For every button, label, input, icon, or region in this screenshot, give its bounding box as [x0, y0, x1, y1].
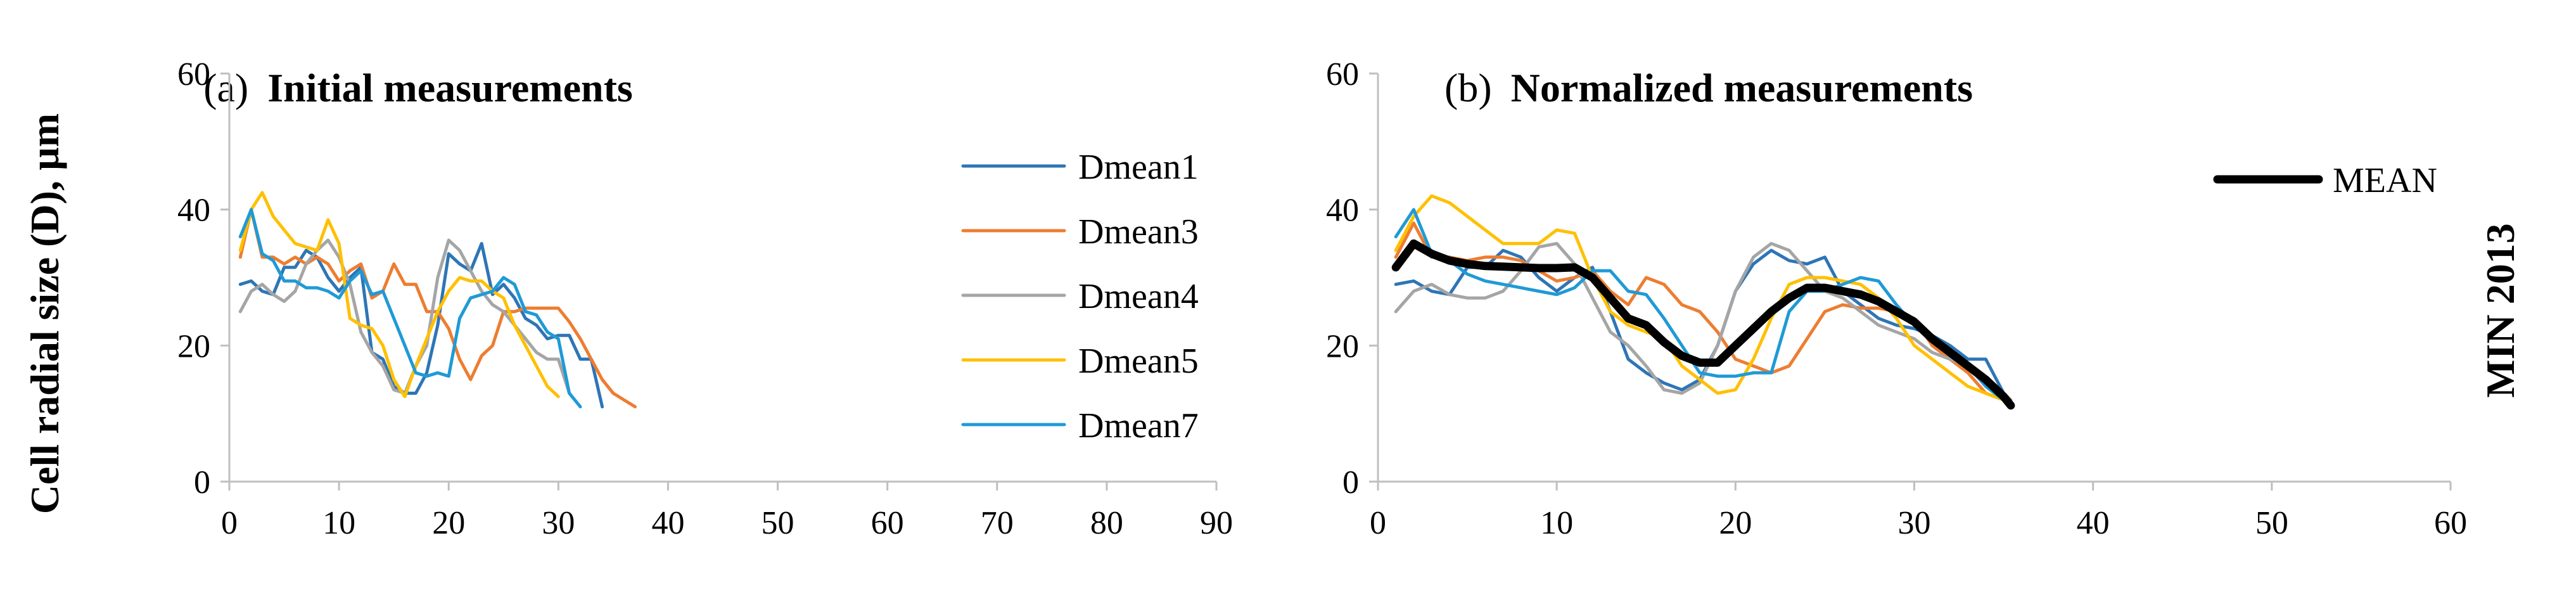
legend-label-dmean4: Dmean4: [1078, 277, 1199, 316]
y-tick-label: 20: [177, 328, 210, 364]
y-tick-label: 0: [1342, 465, 1359, 501]
chart-a-title: (a) Initial measurements: [203, 65, 633, 110]
series-line-dmean3: [238, 208, 637, 409]
x-tick-label: 90: [1200, 505, 1233, 541]
x-tick-label: 70: [981, 505, 1014, 541]
legend-label-dmean3: Dmean3: [1078, 212, 1199, 252]
chart-b-title-prefix: (b): [1444, 65, 1492, 110]
x-tick-label: 0: [1370, 505, 1386, 541]
chart-a-series: [238, 191, 637, 409]
x-tick-label: 60: [2434, 505, 2467, 541]
legend-label-dmean7: Dmean7: [1078, 406, 1199, 446]
x-tick-label: 80: [1090, 505, 1123, 541]
chart-a-legend: Dmean1 Dmean3 Dmean4 Dmean5 Dmean7: [961, 148, 1199, 446]
series-line-dmean4: [238, 238, 571, 395]
x-tick-label: 10: [322, 505, 355, 541]
x-tick-label: 40: [2077, 505, 2110, 541]
x-tick-label: 30: [542, 505, 575, 541]
chart-a-axes: 0 20 40 60 0 10 20 30 40 50 60 70 80 90: [177, 56, 1233, 541]
x-tick-label: 20: [1719, 505, 1752, 541]
series-line-dmean7: [238, 208, 582, 409]
y-tick-label: 20: [1326, 328, 1359, 364]
chart-panel-b: (b) Normalized measurements 0 20 40 60 0 10 20…: [1326, 56, 2467, 541]
legend-label-mean: MEAN: [2333, 161, 2437, 200]
y-tick-label: 0: [194, 465, 210, 501]
series-line-dmean5: [1394, 194, 2013, 409]
y-axis-label: Cell radial size (D), µm: [22, 113, 67, 514]
x-tick-label: 0: [221, 505, 238, 541]
chart-a-title-text: Initial measurements: [267, 65, 633, 110]
x-tick-label: 50: [2255, 505, 2288, 541]
chart-b-title-text: Normalized measurements: [1511, 65, 1973, 110]
legend-label-dmean1: Dmean1: [1078, 148, 1199, 187]
chart-b-legend: MEAN: [2213, 161, 2437, 200]
y-tick-label: 60: [1326, 56, 1359, 93]
x-tick-label: 20: [432, 505, 465, 541]
side-label: MIN 2013: [2478, 223, 2523, 398]
series-line-dmean5: [238, 191, 560, 399]
chart-b-title: (b) Normalized measurements: [1444, 65, 1973, 110]
y-tick-label: 60: [177, 56, 210, 93]
series-line-dmean3: [1394, 221, 2013, 409]
chart-b-series: [1391, 194, 2015, 410]
x-tick-label: 30: [1898, 505, 1931, 541]
legend-label-dmean5: Dmean5: [1078, 342, 1199, 381]
x-tick-label: 50: [762, 505, 794, 541]
x-tick-label: 60: [871, 505, 904, 541]
chart-b-axes: 0 20 40 60 0 10 20 30 40 50 60: [1326, 56, 2467, 541]
series-line-mean: [1391, 239, 2015, 410]
y-tick-label: 40: [177, 193, 210, 229]
chart-panel-a: (a) Initial measurements 0 20 40 60 0 10 20 30 4…: [177, 56, 1233, 541]
series-line-dmean1: [238, 241, 604, 409]
x-tick-label: 10: [1540, 505, 1573, 541]
x-tick-label: 40: [651, 505, 684, 541]
y-tick-label: 40: [1326, 193, 1359, 229]
